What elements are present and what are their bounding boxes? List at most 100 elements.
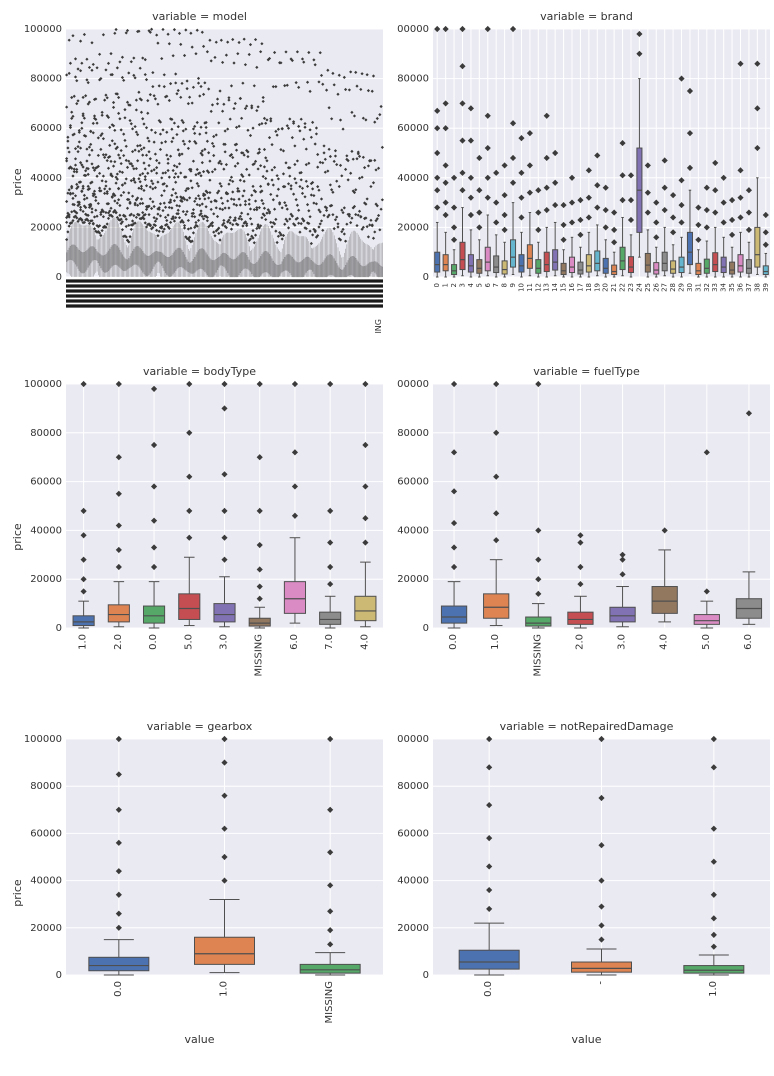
svg-text:100000: 100000 — [397, 25, 429, 35]
svg-text:40000: 40000 — [30, 173, 62, 184]
svg-text:6.0: 6.0 — [289, 634, 300, 650]
svg-text:39: 39 — [762, 283, 770, 292]
svg-text:3: 3 — [458, 283, 466, 287]
svg-text:2: 2 — [450, 283, 458, 287]
svg-text:20000: 20000 — [397, 574, 429, 585]
svg-text:17: 17 — [576, 283, 584, 292]
svg-text:3.0: 3.0 — [617, 634, 628, 650]
svg-text:1.0: 1.0 — [490, 634, 501, 650]
svg-text:0: 0 — [56, 623, 62, 634]
svg-text:28: 28 — [669, 283, 677, 292]
svg-text:8: 8 — [501, 283, 509, 287]
svg-text:3.0: 3.0 — [219, 634, 230, 650]
svg-text:4.0: 4.0 — [359, 634, 370, 650]
svg-text:1.0: 1.0 — [219, 981, 230, 997]
svg-text:100000: 100000 — [24, 735, 62, 745]
svg-text:80000: 80000 — [397, 781, 429, 792]
y-axis-label: price — [11, 523, 24, 550]
svg-text:100000: 100000 — [397, 735, 429, 745]
chart-fuelType: 0200004000060000800001000000.01.0MISSING… — [397, 380, 774, 688]
svg-text:60000: 60000 — [30, 123, 62, 134]
svg-text:16: 16 — [568, 282, 576, 291]
svg-text:10: 10 — [517, 283, 525, 292]
svg-text:18: 18 — [585, 283, 593, 292]
svg-text:25: 25 — [644, 283, 652, 292]
chart-notRepairedDamage: 0 20000 40000 60000 80000 100000 0.0 - 1.0 — [397, 735, 774, 1035]
svg-text:4: 4 — [467, 282, 475, 287]
svg-text:36: 36 — [737, 282, 745, 291]
svg-text:19: 19 — [593, 283, 601, 292]
facet-grid: variable = model price 02000040000600008… — [0, 0, 774, 1076]
svg-text:1.0: 1.0 — [78, 634, 89, 650]
svg-text:80000: 80000 — [30, 428, 62, 439]
svg-text:20000: 20000 — [397, 222, 429, 233]
svg-text:5: 5 — [475, 283, 483, 287]
svg-text:1.0: 1.0 — [708, 981, 719, 997]
svg-text:7: 7 — [492, 283, 500, 287]
svg-text:MISSING: MISSING — [324, 981, 335, 1023]
svg-text:60000: 60000 — [30, 828, 62, 839]
svg-text:0.0: 0.0 — [483, 981, 494, 997]
svg-text:20000: 20000 — [30, 574, 62, 585]
svg-text:0: 0 — [423, 970, 429, 981]
svg-text:32: 32 — [703, 283, 711, 292]
svg-text:40000: 40000 — [397, 173, 429, 184]
svg-text:40000: 40000 — [30, 876, 62, 887]
svg-text:11: 11 — [526, 283, 534, 292]
svg-text:80000: 80000 — [397, 428, 429, 439]
panel-fuelType: variable = fuelType 02000040000600008000… — [393, 359, 774, 714]
svg-text:31: 31 — [694, 283, 702, 292]
svg-text:38: 38 — [753, 283, 761, 292]
svg-text:MISSING: MISSING — [254, 634, 265, 676]
svg-text:22: 22 — [619, 283, 627, 292]
svg-text:20000: 20000 — [397, 923, 429, 934]
svg-text:26: 26 — [652, 282, 660, 291]
chart-model: 0 20000 40000 60000 80000 100000 MISSING — [10, 25, 389, 333]
svg-text:60000: 60000 — [397, 477, 429, 488]
y-axis-label: price — [11, 168, 24, 195]
svg-text:100000: 100000 — [24, 25, 62, 35]
panel-gearbox: variable = gearbox price 020000400006000… — [6, 714, 393, 1072]
svg-text:60000: 60000 — [397, 828, 429, 839]
svg-text:80000: 80000 — [30, 74, 62, 85]
svg-text:0: 0 — [423, 623, 429, 634]
svg-text:20: 20 — [602, 283, 610, 292]
svg-text:12: 12 — [534, 283, 542, 292]
svg-text:40000: 40000 — [397, 876, 429, 887]
svg-text:24: 24 — [635, 282, 643, 291]
chart-bodyType: 0200004000060000800001000001.02.00.05.03… — [10, 380, 389, 688]
svg-text:20000: 20000 — [30, 222, 62, 233]
svg-text:MISSING: MISSING — [374, 319, 383, 333]
chart-brand: 0200004000060000800001000000123456789101… — [397, 25, 774, 333]
svg-text:0: 0 — [56, 272, 62, 283]
svg-text:0.0: 0.0 — [448, 634, 459, 650]
svg-text:23: 23 — [627, 283, 635, 292]
svg-text:2.0: 2.0 — [574, 634, 585, 650]
svg-text:14: 14 — [551, 282, 559, 291]
svg-text:20000: 20000 — [30, 923, 62, 934]
svg-text:0.0: 0.0 — [148, 634, 159, 650]
svg-text:27: 27 — [661, 283, 669, 292]
svg-text:2.0: 2.0 — [113, 634, 124, 650]
svg-text:40000: 40000 — [30, 525, 62, 536]
svg-text:29: 29 — [678, 283, 686, 292]
svg-text:6: 6 — [484, 282, 492, 287]
panel-brand: variable = brand 02000040000600008000010… — [393, 4, 774, 359]
svg-text:-: - — [596, 981, 607, 985]
svg-text:6.0: 6.0 — [743, 634, 754, 650]
svg-text:9: 9 — [509, 283, 517, 287]
panel-title: variable = bodyType — [10, 365, 389, 378]
panel-title: variable = gearbox — [10, 720, 389, 733]
svg-text:1: 1 — [442, 283, 450, 287]
svg-text:15: 15 — [560, 283, 568, 292]
svg-text:0: 0 — [56, 970, 62, 981]
svg-text:13: 13 — [543, 283, 551, 292]
panel-bodyType: variable = bodyType price 0 20000 40000 600… — [6, 359, 393, 714]
svg-text:35: 35 — [728, 283, 736, 292]
svg-text:5.0: 5.0 — [183, 634, 194, 650]
svg-text:80000: 80000 — [30, 781, 62, 792]
svg-text:60000: 60000 — [30, 477, 62, 488]
panel-model: variable = model price 02000040000600008… — [6, 4, 393, 359]
panel-title: variable = fuelType — [397, 365, 774, 378]
svg-text:30: 30 — [686, 283, 694, 292]
